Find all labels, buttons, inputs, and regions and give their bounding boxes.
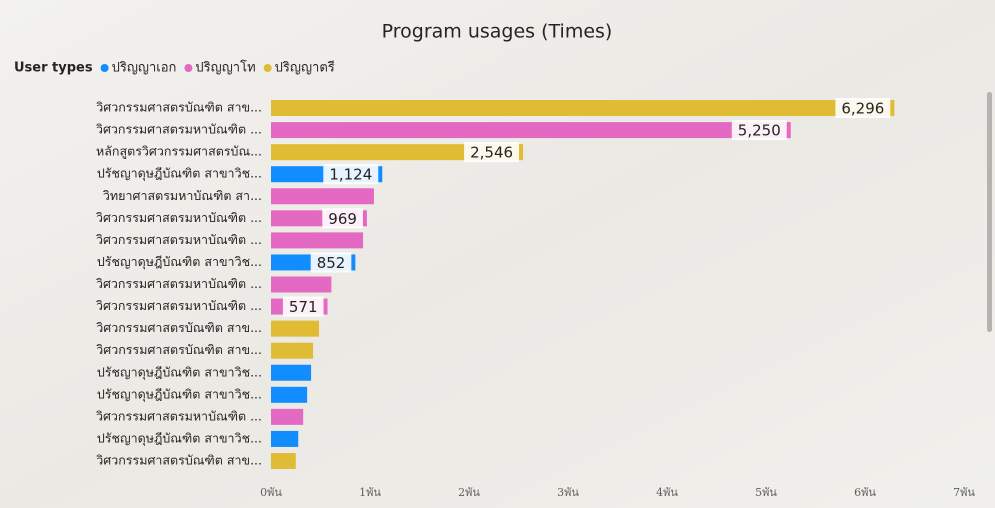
y-tick-label: วิศวกรรมศาสตรมหาบัณฑิต ...	[96, 210, 262, 225]
data-label: 2,546	[470, 144, 513, 162]
y-tick-label: ปรัชญาดุษฎีบัณฑิต สาขาวิช...	[97, 254, 262, 270]
bar	[271, 386, 308, 403]
y-tick-label: วิศวกรรมศาสตรมหาบัณฑิต ...	[96, 232, 262, 247]
x-tick-label: 4พัน	[656, 486, 678, 499]
data-label-bg	[731, 120, 787, 141]
bar	[271, 408, 304, 425]
data-label-bg	[282, 296, 324, 317]
x-tick-label: 7พัน	[953, 486, 975, 499]
data-label: 969	[328, 210, 357, 228]
bar	[271, 188, 374, 205]
y-tick-label: หลักสูตรวิศวกรรมศาสตรบัณ...	[96, 144, 262, 160]
data-label-bg	[323, 164, 379, 185]
bar	[271, 276, 332, 293]
y-tick-label: วิศวกรรมศาสตรมหาบัณฑิต ...	[96, 408, 262, 423]
bar	[271, 430, 299, 447]
data-label: 5,250	[738, 122, 781, 140]
y-tick-label: ปรัชญาดุษฎีบัณฑิต สาขาวิช...	[97, 386, 262, 402]
chart-title: Program usages (Times)	[382, 21, 613, 43]
y-tick-label: วิศวกรรมศาสตรบัณฑิต สาข...	[96, 452, 262, 467]
y-tick-label: วิศวกรรมศาสตรบัณฑิต สาข...	[96, 100, 262, 115]
x-tick-label: 1พัน	[359, 486, 381, 499]
y-tick-label: วิศวกรรมศาสตรมหาบัณฑิต ...	[96, 122, 262, 137]
bar	[271, 144, 524, 161]
data-label: 1,124	[329, 166, 372, 184]
bar	[271, 364, 312, 381]
legend-marker	[100, 64, 109, 72]
x-tick-label: 3พัน	[557, 486, 579, 499]
data-label-bg	[322, 208, 363, 229]
y-tick-label: วิศวกรรมศาสตรมหาบัณฑิต ...	[96, 298, 262, 313]
bar	[271, 452, 296, 469]
y-tick-label: ปรัชญาดุษฎีบัณฑิต สาขาวิช...	[97, 364, 262, 380]
legend: ปริญญาเอก ปริญญาโท ปริญญาตรี	[100, 60, 335, 76]
y-tick-label: ปรัชญาดุษฎีบัณฑิต สาขาวิช...	[97, 166, 262, 182]
bar	[271, 232, 364, 249]
y-tick-label: วิศวกรรมศาสตรมหาบัณฑิต ...	[96, 276, 262, 291]
bar	[271, 100, 895, 117]
legend-marker	[263, 64, 272, 72]
y-tick-label: วิศวกรรมศาสตรบัณฑิต สาข...	[96, 320, 262, 335]
scrollbar[interactable]	[987, 92, 992, 332]
bar	[271, 342, 314, 359]
y-tick-label: ปรัชญาดุษฎีบัณฑิต สาขาวิช...	[97, 430, 262, 446]
data-label-bg	[464, 142, 520, 163]
data-label-bg	[835, 98, 891, 119]
bar	[271, 320, 320, 337]
bar	[271, 122, 791, 139]
legend-label: ปริญญาเอก	[112, 61, 177, 76]
data-label-bg	[310, 252, 352, 273]
data-label: 852	[317, 254, 346, 272]
x-tick-label: 2พัน	[458, 486, 480, 499]
legend-title: User types	[14, 61, 93, 76]
legend-label: ปริญญาโท	[195, 60, 255, 76]
y-tick-label: วิทยาศาสตรมหาบัณฑิต สา...	[103, 188, 262, 203]
x-tick-label: 0พัน	[260, 486, 282, 499]
x-tick-label: 6พัน	[854, 486, 876, 499]
data-label: 571	[289, 298, 318, 316]
legend-marker	[184, 64, 193, 72]
legend-label: ปริญญาตรี	[275, 60, 335, 76]
x-tick-label: 5พัน	[755, 486, 777, 499]
data-label: 6,296	[841, 100, 884, 118]
y-tick-label: วิศวกรรมศาสตรบัณฑิต สาข...	[96, 342, 262, 357]
